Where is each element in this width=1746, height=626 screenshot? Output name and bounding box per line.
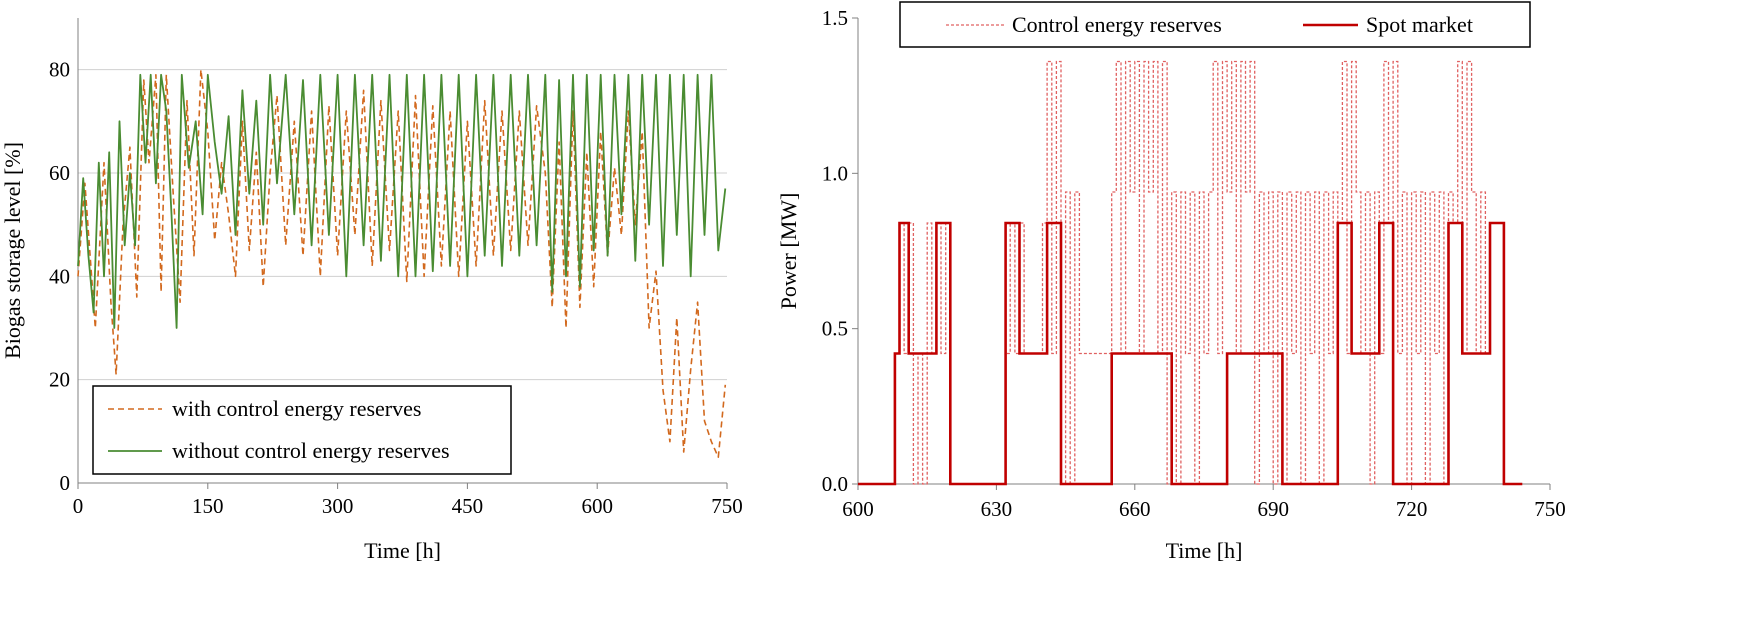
y-tick-label: 1.0	[822, 161, 848, 185]
y-tick-label: 20	[49, 368, 70, 392]
legend-box	[899, 1, 1531, 48]
x-axis-label: Time [h]	[364, 538, 441, 563]
y-tick-label: 0.0	[822, 472, 848, 496]
legend-label-spot-market: Spot market	[1366, 12, 1473, 37]
y-tick-label: 0	[60, 471, 71, 495]
legend: with control energy reserves without cont…	[92, 385, 512, 475]
x-tick-label: 630	[981, 497, 1013, 521]
x-tick-label: 600	[842, 497, 874, 521]
y-tick-label: 40	[49, 264, 70, 288]
legend-label-without-reserves: without control energy reserves	[172, 438, 450, 463]
x-tick-label: 150	[192, 494, 224, 518]
x-tick-label: 660	[1119, 497, 1151, 521]
x-tick-label: 690	[1257, 497, 1289, 521]
x-tick-label: 750	[711, 494, 743, 518]
x-tick-label: 720	[1396, 497, 1428, 521]
legend-label-control-energy-reserves: Control energy reserves	[1012, 12, 1222, 37]
chart-biogas-storage: 0 20 40 60 80 0 150 300 450 600 750 Time [h] Biogas …	[0, 18, 743, 563]
series-line-control-energy-reserves	[894, 60, 1487, 485]
legend-box	[92, 385, 512, 475]
y-tick-label: 80	[49, 58, 70, 82]
y-axis-label: Biogas storage level [%]	[0, 142, 25, 359]
x-tick-label: 0	[73, 494, 84, 518]
y-axis-label: Power [MW]	[776, 193, 801, 310]
series-line-with-reserves	[77, 68, 727, 459]
legend-label-with-reserves: with control energy reserves	[172, 396, 421, 421]
x-axis-label: Time [h]	[1166, 538, 1243, 563]
x-tick-label: 300	[322, 494, 354, 518]
x-tick-label: 450	[452, 494, 484, 518]
series-line-without-reserves	[77, 73, 727, 329]
x-tick-label: 600	[581, 494, 613, 518]
y-tick-label: 1.5	[822, 6, 848, 30]
legend: Control energy reserves Spot market	[899, 1, 1531, 48]
y-tick-label: 60	[49, 161, 70, 185]
series-line-spot-market	[858, 221, 1523, 486]
y-tick-label: 0.5	[822, 317, 848, 341]
x-tick-label: 750	[1534, 497, 1566, 521]
